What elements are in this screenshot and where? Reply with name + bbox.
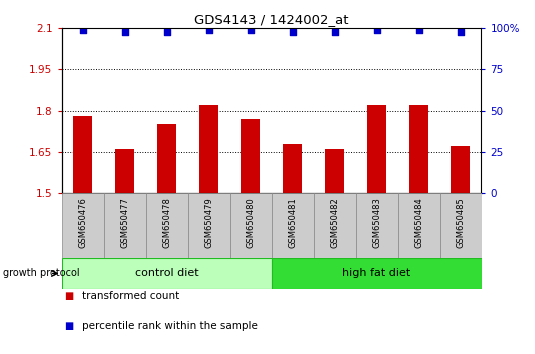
Bar <box>157 124 176 193</box>
Bar <box>272 193 314 258</box>
Text: GSM650481: GSM650481 <box>288 197 297 247</box>
Point <box>288 29 297 34</box>
Bar <box>104 193 146 258</box>
Point <box>330 29 339 34</box>
Bar <box>199 105 218 193</box>
Text: high fat diet: high fat diet <box>342 268 411 279</box>
Bar <box>398 193 440 258</box>
Bar <box>440 193 482 258</box>
Text: control diet: control diet <box>135 268 198 279</box>
Title: GDS4143 / 1424002_at: GDS4143 / 1424002_at <box>194 13 349 26</box>
Bar <box>115 149 134 193</box>
Point <box>78 27 87 33</box>
Text: transformed count: transformed count <box>82 291 179 301</box>
Point <box>204 27 213 33</box>
Text: growth protocol: growth protocol <box>3 268 79 279</box>
Bar <box>314 193 355 258</box>
Text: GSM650478: GSM650478 <box>162 197 171 248</box>
Bar <box>146 193 188 258</box>
Text: ■: ■ <box>64 291 73 301</box>
Text: GSM650483: GSM650483 <box>372 197 381 248</box>
Text: GSM650482: GSM650482 <box>330 197 339 247</box>
Text: GSM650477: GSM650477 <box>120 197 129 248</box>
Bar <box>241 119 260 193</box>
Bar <box>188 193 230 258</box>
Bar <box>409 105 428 193</box>
Text: GSM650479: GSM650479 <box>204 197 213 247</box>
Text: GSM650484: GSM650484 <box>414 197 423 247</box>
Bar <box>62 258 272 289</box>
Text: GSM650485: GSM650485 <box>456 197 465 247</box>
Text: GSM650476: GSM650476 <box>78 197 87 248</box>
Bar <box>230 193 272 258</box>
Bar <box>325 149 344 193</box>
Point <box>120 29 129 34</box>
Point <box>162 29 171 34</box>
Bar <box>73 116 92 193</box>
Bar <box>355 193 398 258</box>
Point <box>414 27 423 33</box>
Bar <box>367 105 386 193</box>
Bar <box>62 193 104 258</box>
Bar <box>283 144 302 193</box>
Bar <box>272 258 482 289</box>
Text: percentile rank within the sample: percentile rank within the sample <box>82 321 258 331</box>
Text: GSM650480: GSM650480 <box>246 197 255 247</box>
Point <box>372 27 381 33</box>
Point <box>246 27 255 33</box>
Text: ■: ■ <box>64 321 73 331</box>
Bar <box>451 146 470 193</box>
Point <box>456 29 465 34</box>
